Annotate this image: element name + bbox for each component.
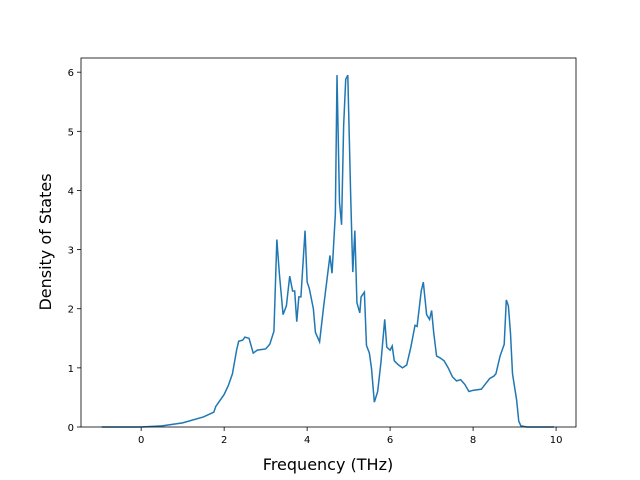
y-tick-label: 6	[68, 68, 74, 79]
y-tick-label: 0	[68, 423, 74, 434]
line-series	[101, 74, 555, 428]
x-tick-label: 2	[221, 435, 227, 446]
x-tick-label: 0	[138, 435, 144, 446]
y-tick-label: 5	[68, 127, 74, 138]
y-tick-label: 3	[68, 246, 74, 257]
y-tick-label: 2	[68, 305, 74, 316]
x-tick-label: 8	[470, 435, 476, 446]
x-tick-label: 6	[387, 435, 393, 446]
y-tick-label: 4	[68, 186, 74, 197]
y-axis-label: Density of States	[36, 173, 55, 310]
y-tick-label: 1	[68, 364, 74, 375]
x-tick-label: 4	[304, 435, 310, 446]
x-axis-label: Frequency (THz)	[263, 455, 393, 474]
plot-frame	[80, 57, 577, 428]
x-tick-label: 10	[550, 435, 563, 446]
